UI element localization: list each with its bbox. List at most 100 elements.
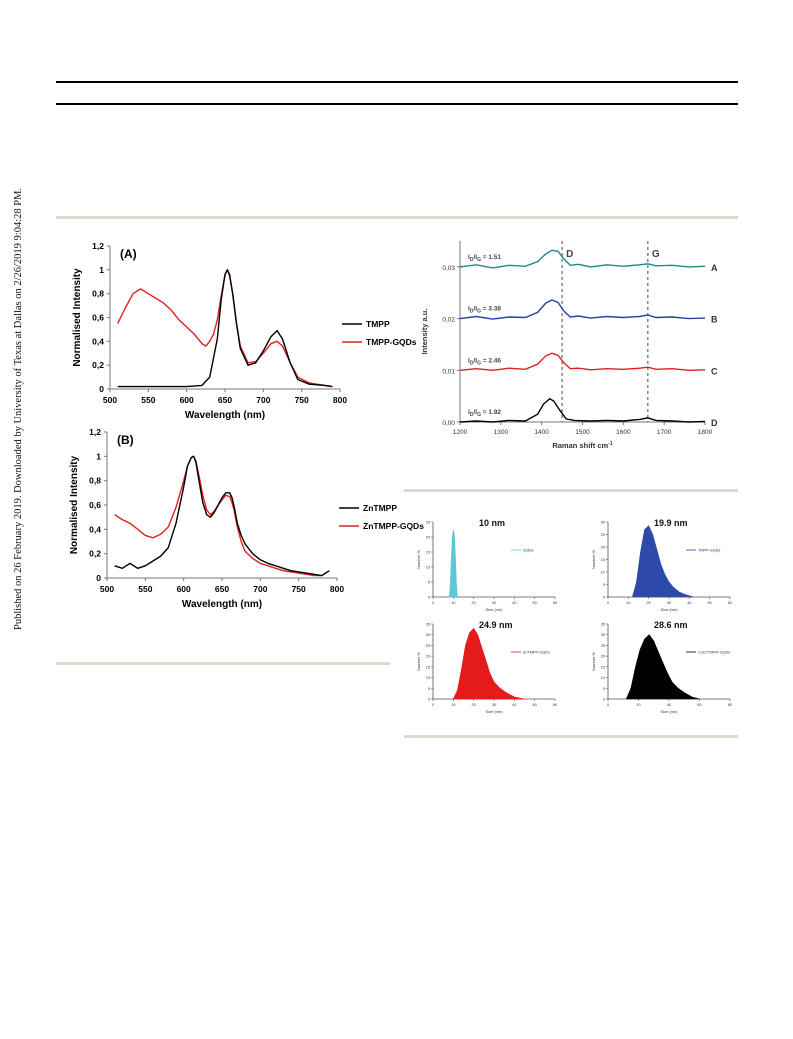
y-tick-label: 0,6 bbox=[92, 313, 104, 323]
y-tick-label: 0,2 bbox=[92, 360, 104, 370]
x-axis-label: Size (nm) bbox=[660, 709, 678, 714]
distribution-area bbox=[632, 525, 694, 598]
x-axis-label: Wavelength (nm) bbox=[185, 410, 265, 421]
series-label: A bbox=[711, 263, 718, 273]
x-tick-label: 1500 bbox=[575, 429, 590, 436]
x-tick-label: 10 bbox=[451, 703, 455, 707]
band-label: G bbox=[652, 249, 660, 260]
x-tick-label: 550 bbox=[141, 395, 155, 405]
ratio-label-part: /I bbox=[473, 409, 477, 416]
x-tick-label: 80 bbox=[728, 703, 732, 707]
peak-annotation: 10 nm bbox=[479, 518, 505, 528]
x-tick-label: 40 bbox=[667, 703, 671, 707]
ratio-label-part: I bbox=[468, 409, 470, 416]
y-tick-label: 1 bbox=[96, 451, 101, 461]
x-tick-label: 50 bbox=[533, 703, 537, 707]
y-tick-label: 0,01 bbox=[442, 368, 455, 375]
x-tick-label: 1400 bbox=[534, 429, 549, 436]
y-tick-label: 20 bbox=[601, 655, 605, 659]
ratio-label-part: G bbox=[477, 360, 481, 366]
y-axis-label: Number % bbox=[591, 652, 596, 671]
band-label: D bbox=[566, 249, 573, 260]
x-tick-label: 40 bbox=[512, 703, 516, 707]
divider-right-middle bbox=[404, 489, 738, 492]
y-tick-label: 0,03 bbox=[442, 265, 455, 272]
x-tick-label: 40 bbox=[687, 601, 691, 605]
header-rule-top bbox=[56, 81, 738, 83]
x-tick-label: 60 bbox=[553, 703, 557, 707]
legend-entry: ZnTMPP-GQDs bbox=[363, 521, 424, 531]
x-tick-label: 700 bbox=[256, 395, 270, 405]
size-distribution-gqds: 0 5 10 15 20 25 0 10 20 30 40 50 60 Size (nm) Number %… bbox=[416, 518, 557, 612]
x-tick-label: 0 bbox=[607, 601, 609, 605]
x-tick-label: 30 bbox=[667, 601, 671, 605]
raman-chart: 0,00 0,01 0,02 0,03 1200 1300 1400 1500 1600 1700… bbox=[420, 241, 718, 450]
y-tick-label: 10 bbox=[426, 676, 430, 680]
y-tick-label: 5 bbox=[428, 687, 430, 691]
x-tick-label: 0 bbox=[432, 703, 434, 707]
y-axis-label: Normalised Intensity bbox=[69, 455, 80, 554]
series-line bbox=[459, 397, 706, 423]
x-tick-label: 1800 bbox=[698, 429, 713, 436]
divider-right-bottom bbox=[404, 735, 738, 738]
series-line bbox=[459, 299, 706, 320]
x-tick-label: 1200 bbox=[453, 429, 468, 436]
size-distribution-tmpp-gqds: 0 5 10 15 20 25 30 0 10 20 30 40 50 60 Size (nm) Number… bbox=[591, 518, 732, 612]
x-tick-label: 20 bbox=[647, 601, 651, 605]
y-tick-label: 20 bbox=[426, 655, 430, 659]
x-tick-label: 750 bbox=[292, 584, 306, 594]
y-tick-label: 0 bbox=[428, 596, 430, 600]
y-tick-label: 5 bbox=[603, 583, 605, 587]
ratio-label-part: G bbox=[477, 412, 481, 418]
x-tick-label: 500 bbox=[103, 395, 117, 405]
y-tick-label: 10 bbox=[426, 566, 430, 570]
ratio-label-part: I bbox=[468, 254, 470, 261]
x-tick-label: 600 bbox=[177, 584, 191, 594]
size-distribution-zntmpp-gqds: 0 5 10 15 20 25 30 35 0 10 20 30 40 50 60 Size (nm) Numb… bbox=[416, 620, 557, 714]
x-tick-label: 0 bbox=[432, 601, 434, 605]
x-tick-label: 60 bbox=[553, 601, 557, 605]
y-tick-label: 20 bbox=[601, 546, 605, 550]
ratio-label-part: /I bbox=[473, 306, 477, 313]
x-tick-label: 60 bbox=[697, 703, 701, 707]
y-tick-label: 30 bbox=[601, 521, 605, 525]
ratio-label-part: /I bbox=[473, 254, 477, 261]
y-tick-label: 1,2 bbox=[89, 427, 101, 437]
ratio-label: ID/IG = 2.46 bbox=[468, 357, 501, 366]
y-tick-label: 15 bbox=[426, 551, 430, 555]
x-tick-label: 800 bbox=[333, 395, 347, 405]
ratio-label: ID/IG = 1.51 bbox=[468, 254, 501, 263]
publication-note: Published on 26 February 2019. Downloade… bbox=[13, 187, 24, 630]
x-tick-label: 50 bbox=[533, 601, 537, 605]
y-tick-label: 0 bbox=[96, 573, 101, 583]
x-tick-label: 40 bbox=[512, 601, 516, 605]
absorption-chart-a: 0 0,2 0,4 0,6 0,8 1 1,2 500 550 600 650 700 750 800 Wa… bbox=[72, 241, 417, 421]
legend-entry: ZnTMPP bbox=[363, 503, 397, 513]
panel-label: (B) bbox=[117, 433, 134, 447]
y-tick-label: 5 bbox=[428, 581, 430, 585]
y-tick-label: 10 bbox=[601, 571, 605, 575]
series-label: C bbox=[711, 366, 718, 376]
ratio-label-part: = 1.92 bbox=[481, 409, 501, 416]
ratio-label-part: = 2.46 bbox=[481, 357, 501, 364]
series-label: D bbox=[711, 418, 718, 428]
ratio-label-part: I bbox=[468, 306, 470, 313]
series-line bbox=[114, 455, 322, 577]
ratio-label-part: G bbox=[477, 257, 481, 263]
divider-top-full bbox=[56, 216, 738, 219]
y-tick-label: 35 bbox=[601, 623, 605, 627]
x-tick-label: 10 bbox=[626, 601, 630, 605]
x-axis-label-sup: -1 bbox=[608, 441, 613, 447]
y-tick-label: 0,6 bbox=[89, 500, 101, 510]
y-axis-label: Number % bbox=[591, 550, 596, 569]
ratio-label: ID/IG = 3.38 bbox=[468, 306, 501, 315]
x-tick-label: 500 bbox=[100, 584, 114, 594]
y-tick-label: 1,2 bbox=[92, 241, 104, 251]
ratio-label-part: D bbox=[470, 309, 474, 315]
x-tick-label: 20 bbox=[636, 703, 640, 707]
y-tick-label: 20 bbox=[426, 536, 430, 540]
series-line bbox=[459, 352, 706, 372]
x-tick-label: 750 bbox=[295, 395, 309, 405]
y-tick-label: 0,00 bbox=[442, 420, 455, 427]
x-tick-label: 20 bbox=[472, 601, 476, 605]
